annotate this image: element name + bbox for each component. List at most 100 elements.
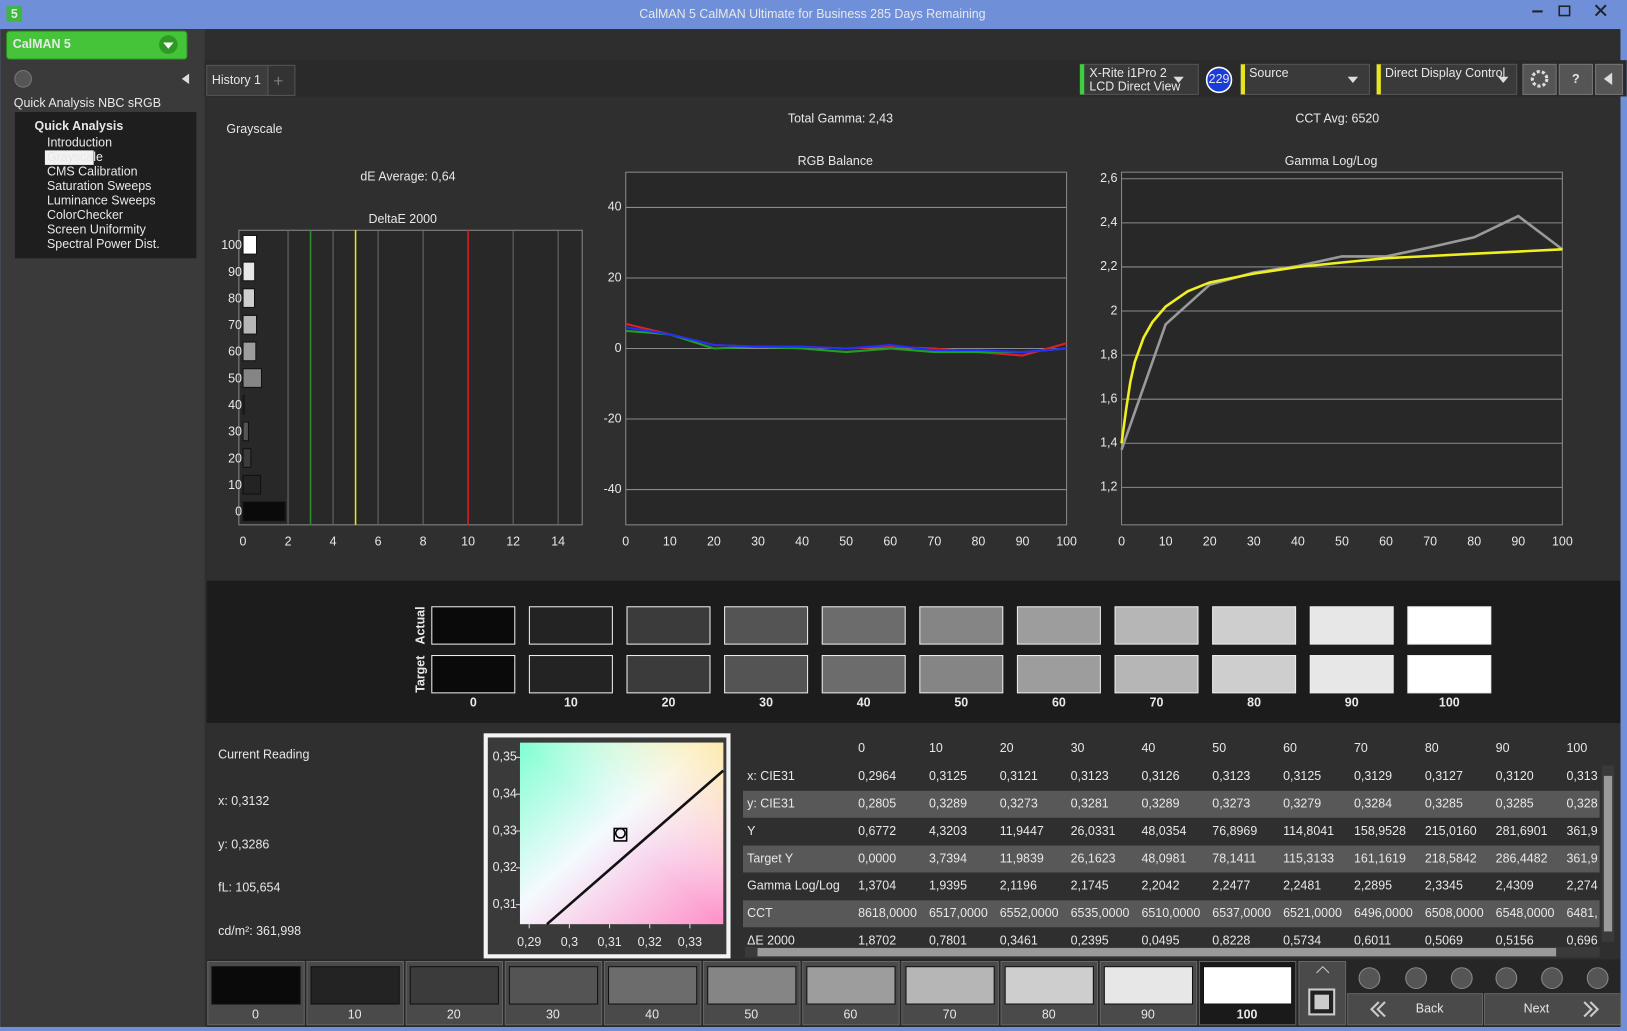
tree-item[interactable]: ColorChecker [47, 208, 123, 222]
tree-item[interactable]: Spectral Power Dist. [47, 237, 160, 251]
table-cell: 11,9447 [1000, 824, 1044, 838]
sidebar-collapse[interactable] [181, 73, 190, 85]
tree-item[interactable]: Introduction [47, 135, 112, 149]
swatch-row-label: Actual [414, 606, 428, 644]
source-name[interactable]: Source [1249, 66, 1288, 80]
level-label[interactable]: 80 [1042, 1008, 1056, 1022]
help-button[interactable] [1558, 63, 1593, 95]
y-tick-label: 1,4 [1100, 436, 1117, 450]
x-tick-label: 90 [1511, 535, 1525, 549]
v-scroll-thumb[interactable] [1603, 775, 1613, 932]
column-header: 10 [929, 741, 943, 755]
meter-mode[interactable]: LCD Direct View [1089, 79, 1181, 93]
swatch-label: 30 [759, 696, 773, 710]
cie-gamut-overlay [519, 742, 724, 925]
swatch-label: 10 [564, 696, 578, 710]
tree-item[interactable]: Saturation Sweeps [47, 179, 151, 193]
column-header: 90 [1496, 741, 1510, 755]
level-swatch [1202, 966, 1293, 1005]
back-label[interactable]: Back [1416, 1001, 1444, 1015]
control-button[interactable] [1541, 967, 1563, 989]
meter-name[interactable]: X-Rite i1Pro 2 [1089, 66, 1167, 80]
level-label[interactable]: 20 [447, 1008, 461, 1022]
table-cell: 48,0354 [1141, 824, 1186, 838]
y-tick-label: 40 [228, 398, 242, 412]
next-label[interactable]: Next [1524, 1001, 1550, 1015]
swatch-label: 100 [1439, 696, 1460, 710]
level-label[interactable]: 100 [1237, 1008, 1258, 1022]
display-select[interactable] [1376, 63, 1518, 95]
target-swatch [431, 655, 516, 694]
level-swatch [508, 966, 599, 1005]
control-button[interactable] [1586, 967, 1609, 989]
gear-icon [1530, 70, 1549, 88]
table-cell: 1,8702 [858, 933, 896, 947]
table-cell: 6508,0000 [1425, 906, 1484, 920]
table-cell: 0,0495 [1141, 933, 1179, 947]
x-tick-label: 80 [971, 535, 985, 549]
tree-item[interactable]: CMS Calibration [47, 164, 138, 178]
tree-item[interactable]: Screen Uniformity [47, 223, 147, 237]
x-tick-label: 30 [1247, 535, 1261, 549]
swatch-label: 20 [662, 696, 676, 710]
badge[interactable] [1205, 66, 1233, 94]
level-label[interactable]: 10 [348, 1008, 362, 1022]
table-cell: 0,3121 [1000, 769, 1038, 783]
badge-label[interactable]: 229 [1209, 72, 1230, 86]
bar [242, 234, 258, 255]
level-label[interactable]: 40 [645, 1008, 659, 1022]
series-line [625, 326, 1067, 354]
help-icon[interactable]: ? [1572, 72, 1580, 86]
bar [242, 421, 249, 442]
table-row [742, 790, 1600, 818]
control-button[interactable] [1405, 967, 1428, 989]
row-header: CCT [747, 906, 773, 920]
next-button[interactable] [1484, 993, 1621, 1026]
table-cell: 0,2395 [1071, 933, 1109, 947]
level-label[interactable]: 30 [546, 1008, 560, 1022]
h-scroll-thumb[interactable] [757, 948, 1557, 957]
collapse-up[interactable] [1316, 965, 1330, 974]
sidebar-pin[interactable] [14, 70, 32, 88]
series-line [1120, 214, 1564, 451]
level-label[interactable]: 90 [1141, 1008, 1155, 1022]
column-header: 80 [1425, 741, 1439, 755]
close-button[interactable] [1594, 4, 1607, 17]
column-header: 70 [1354, 741, 1368, 755]
logo-text: CalMAN 5 [13, 37, 71, 51]
y-tick-label: -40 [604, 482, 622, 496]
reading-value: y: 0,3286 [218, 837, 269, 851]
level-swatch [1004, 966, 1094, 1005]
table-cell: 361,9 [1567, 851, 1598, 865]
source-select[interactable] [1240, 63, 1370, 95]
level-label[interactable]: 70 [943, 1008, 957, 1022]
column-header: 0 [858, 741, 865, 755]
display-name[interactable]: Direct Display Control [1385, 66, 1505, 80]
tree-item[interactable]: Grayscale [47, 150, 103, 164]
control-button[interactable] [1358, 967, 1381, 989]
actual-swatch [528, 606, 613, 645]
y-tick-label: 0,34 [493, 786, 517, 800]
level-label[interactable]: 60 [844, 1008, 858, 1022]
maximize-button[interactable] [1558, 5, 1571, 17]
tab-label[interactable]: History 1 [212, 73, 261, 87]
bar [242, 394, 245, 415]
x-tick-label: 0,33 [678, 935, 702, 949]
control-button[interactable] [1495, 967, 1518, 989]
control-button[interactable] [1450, 967, 1473, 989]
tree-root[interactable]: Quick Analysis [35, 119, 124, 133]
y-tick-label: 2,2 [1100, 259, 1117, 273]
table-cell: 0,2964 [858, 769, 896, 783]
y-tick-label: 40 [608, 200, 622, 214]
bar [242, 288, 256, 308]
tab[interactable] [206, 64, 269, 96]
settings-button[interactable] [1522, 63, 1557, 95]
target-swatch [919, 655, 1004, 694]
swatch-label: 70 [1150, 696, 1164, 710]
tree-item[interactable]: Luminance Sweeps [47, 194, 156, 208]
level-label[interactable]: 0 [252, 1008, 259, 1022]
table-cell: 115,3133 [1283, 851, 1334, 865]
y-tick-label: 2,6 [1100, 171, 1117, 185]
level-label[interactable]: 50 [744, 1008, 758, 1022]
x-tick-label: 8 [420, 535, 427, 549]
